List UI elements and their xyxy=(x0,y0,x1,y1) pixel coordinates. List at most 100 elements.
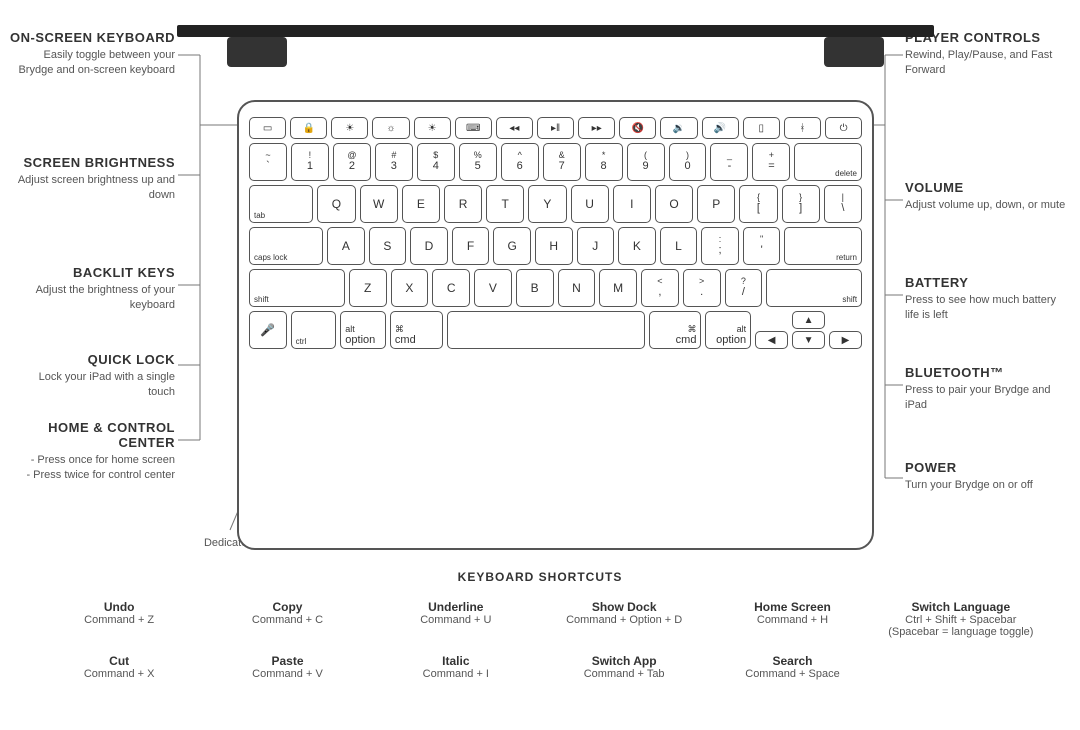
callout-title: ON-SCREEN KEYBOARD xyxy=(10,30,175,45)
callout-title: HOME & CONTROL CENTER xyxy=(10,420,175,450)
key: altoption xyxy=(705,311,751,349)
callout-title: VOLUME xyxy=(905,180,1070,195)
shortcut-name: Paste xyxy=(208,654,366,668)
callout-bright: SCREEN BRIGHTNESS Adjust screen brightnes… xyxy=(10,155,175,203)
hinge-right xyxy=(824,37,884,67)
key: U xyxy=(571,185,609,223)
key: altoption xyxy=(340,311,386,349)
callout-desc: - Press once for home screen- Press twic… xyxy=(10,453,175,483)
callout-desc: Adjust screen brightness up and down xyxy=(10,173,175,203)
shortcut-name: Copy xyxy=(208,600,366,614)
key: M xyxy=(599,269,637,307)
callout-qlock: QUICK LOCKLock your iPad with a single t… xyxy=(10,352,175,400)
shortcut-item: SearchCommand + Space xyxy=(713,654,871,680)
key: ^6 xyxy=(501,143,539,181)
key: ⏻ xyxy=(825,117,862,139)
callout-desc: Adjust volume up, down, or mute xyxy=(905,198,1070,213)
key: ⌘cmd xyxy=(390,311,443,349)
key: ◂◂ xyxy=(496,117,533,139)
shortcut-item: CutCommand + X xyxy=(40,654,198,680)
shortcut-name: Switch App xyxy=(545,654,703,668)
callout-backlit: BACKLIT KEYSAdjust the brightness of you… xyxy=(10,265,175,313)
key: V xyxy=(474,269,512,307)
shortcut-keys: Command + X xyxy=(40,668,198,680)
callout-home: HOME & CONTROL CENTER- Press once for ho… xyxy=(10,420,175,483)
key xyxy=(447,311,645,349)
shortcut-keys: Command + U xyxy=(377,614,535,626)
callout-desc: Press to see how much battery life is le… xyxy=(905,293,1070,323)
key: :; xyxy=(701,227,739,265)
shortcut-name: Underline xyxy=(377,600,535,614)
key: P xyxy=(697,185,735,223)
key: W xyxy=(360,185,398,223)
shortcut-name: Italic xyxy=(377,654,535,668)
key: ᚼ xyxy=(784,117,821,139)
key: 🔒 xyxy=(290,117,327,139)
key: N xyxy=(558,269,596,307)
key: ▸▸ xyxy=(578,117,615,139)
callout-desc: Turn your Brydge on or off xyxy=(905,478,1070,493)
key: ⌨ xyxy=(455,117,492,139)
shortcut-name: Cut xyxy=(40,654,198,668)
key: X xyxy=(391,269,429,307)
key: 🔉 xyxy=(660,117,697,139)
key: ▸‖ xyxy=(537,117,574,139)
keyboard-chassis: ▭🔒☀☼☀⌨◂◂▸‖▸▸🔇🔉🔊▯ᚼ⏻ ~`!1@2#3$4%5^6&7*8(9)… xyxy=(237,100,874,550)
shortcut-keys: Ctrl + Shift + Spacebar(Spacebar = langu… xyxy=(882,614,1040,638)
key: caps lock xyxy=(249,227,323,265)
callout-title: POWER xyxy=(905,460,1070,475)
callout-power: POWER Turn your Brydge on or off xyxy=(905,460,1070,493)
key: ⌘cmd xyxy=(649,311,702,349)
key: ▯ xyxy=(743,117,780,139)
callout-volume: VOLUME Adjust volume up, down, or mute xyxy=(905,180,1070,213)
key: F xyxy=(452,227,490,265)
shortcut-item: Switch LanguageCtrl + Shift + Spacebar(S… xyxy=(882,600,1040,638)
shortcut-keys: Command + Option + D xyxy=(545,614,703,626)
key: A xyxy=(327,227,365,265)
key: I xyxy=(613,185,651,223)
key: shift xyxy=(249,269,345,307)
shortcut-name: Switch Language xyxy=(882,600,1040,614)
key: shift xyxy=(766,269,862,307)
shortcut-item: PasteCommand + V xyxy=(208,654,366,680)
key: tab xyxy=(249,185,313,223)
key: D xyxy=(410,227,448,265)
key: $4 xyxy=(417,143,455,181)
key: _- xyxy=(710,143,748,181)
key: ▭ xyxy=(249,117,286,139)
shortcut-keys: Command + V xyxy=(208,668,366,680)
key: (9 xyxy=(627,143,665,181)
key: %5 xyxy=(459,143,497,181)
callout-title: SCREEN BRIGHTNESS xyxy=(10,155,175,170)
callout-title: BATTERY xyxy=(905,275,1070,290)
key: G xyxy=(493,227,531,265)
callout-bt: BLUETOOTH™Press to pair your Brydge and … xyxy=(905,365,1070,413)
key: ◀ xyxy=(755,331,788,349)
key: {[ xyxy=(739,185,777,223)
key: ~` xyxy=(249,143,287,181)
shortcut-item: UndoCommand + Z xyxy=(40,600,198,638)
callout-title: BLUETOOTH™ xyxy=(905,365,1070,380)
key: *8 xyxy=(585,143,623,181)
key: ▼ xyxy=(792,331,825,349)
key: L xyxy=(660,227,698,265)
shortcut-item: Switch AppCommand + Tab xyxy=(545,654,703,680)
shortcut-keys: Command + Space xyxy=(713,668,871,680)
key: O xyxy=(655,185,693,223)
key: }] xyxy=(782,185,820,223)
key: @2 xyxy=(333,143,371,181)
key: ☼ xyxy=(372,117,409,139)
shortcuts-heading: KEYBOARD SHORTCUTS xyxy=(0,570,1080,584)
key: "' xyxy=(743,227,781,265)
key: R xyxy=(444,185,482,223)
key: 🎤 xyxy=(249,311,287,349)
shortcut-item: CopyCommand + C xyxy=(208,600,366,638)
hinge-left xyxy=(227,37,287,67)
key: #3 xyxy=(375,143,413,181)
shortcut-name: Search xyxy=(713,654,871,668)
key: K xyxy=(618,227,656,265)
shortcuts-grid: UndoCommand + ZCopyCommand + CUnderlineC… xyxy=(40,600,1040,680)
key: &7 xyxy=(543,143,581,181)
key: S xyxy=(369,227,407,265)
shortcut-item: UnderlineCommand + U xyxy=(377,600,535,638)
